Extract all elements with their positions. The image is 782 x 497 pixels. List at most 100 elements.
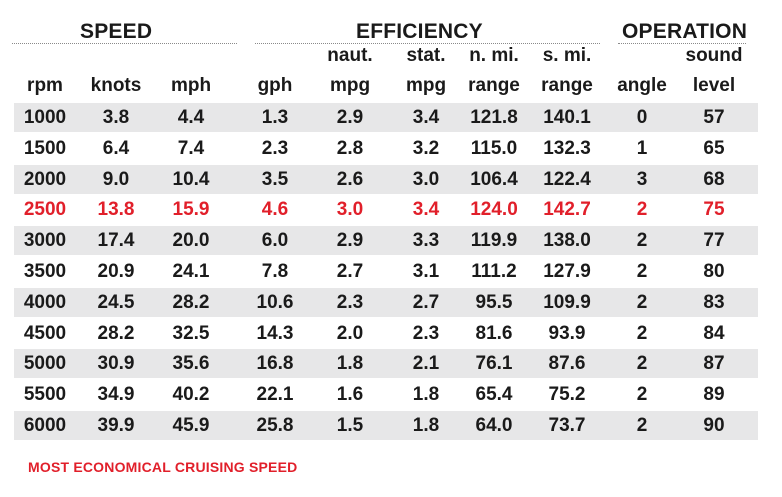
cell-naut-mpg: 1.6: [336, 384, 364, 405]
cell-stat-mpg: 3.0: [412, 169, 440, 190]
cell-rpm: 4000: [23, 292, 67, 313]
col-header-s-mi-range-top: s. mi.: [542, 45, 592, 66]
cell-knots: 9.0: [102, 169, 130, 190]
table-row: 2500 13.8 15.9 4.6 3.0 3.4 124.0 142.7 2 75: [14, 195, 758, 224]
cell-mph: 24.1: [172, 261, 210, 282]
col-header-sound-level: level: [692, 75, 736, 96]
col-header-n-mi-range: range: [468, 75, 520, 96]
cell-knots: 39.9: [97, 415, 135, 436]
cell-stat-mpg: 3.3: [412, 230, 440, 251]
cell-mph: 45.9: [172, 415, 210, 436]
cell-angle: 3: [636, 169, 648, 190]
cell-s-mi-range: 132.3: [543, 138, 591, 159]
cell-sound-level: 89: [703, 384, 725, 405]
cell-s-mi-range: 75.2: [548, 384, 586, 405]
cell-n-mi-range: 64.0: [475, 415, 513, 436]
group-title-efficiency: EFFICIENCY: [356, 20, 483, 43]
cell-gph: 16.8: [256, 353, 294, 374]
cell-knots: 28.2: [97, 323, 135, 344]
cell-n-mi-range: 95.5: [475, 292, 513, 313]
group-rule-operation: [618, 43, 746, 44]
cell-stat-mpg: 1.8: [412, 384, 440, 405]
cell-naut-mpg: 1.5: [336, 415, 364, 436]
cell-rpm: 4500: [23, 323, 67, 344]
table-row: 3500 20.9 24.1 7.8 2.7 3.1 111.2 127.9 2 80: [14, 257, 758, 286]
cell-angle: 2: [636, 199, 648, 220]
cell-naut-mpg: 2.8: [336, 138, 364, 159]
cell-sound-level: 77: [703, 230, 725, 251]
cell-knots: 13.8: [97, 199, 135, 220]
cell-sound-level: 90: [703, 415, 725, 436]
cell-n-mi-range: 121.8: [470, 107, 518, 128]
col-header-knots: knots: [90, 75, 142, 96]
cell-mph: 10.4: [172, 169, 210, 190]
cell-naut-mpg: 1.8: [336, 353, 364, 374]
group-title-operation: OPERATION: [622, 20, 748, 43]
col-header-mph: mph: [170, 75, 212, 96]
cell-mph: 32.5: [172, 323, 210, 344]
cell-knots: 17.4: [97, 230, 135, 251]
cell-angle: 2: [636, 323, 648, 344]
cell-sound-level: 65: [703, 138, 725, 159]
cell-stat-mpg: 2.3: [412, 323, 440, 344]
cell-sound-level: 84: [703, 323, 725, 344]
cell-gph: 25.8: [256, 415, 294, 436]
cell-n-mi-range: 106.4: [470, 169, 518, 190]
cell-naut-mpg: 2.7: [336, 261, 364, 282]
cell-gph: 14.3: [256, 323, 294, 344]
cell-mph: 28.2: [172, 292, 210, 313]
cell-mph: 15.9: [172, 199, 210, 220]
cell-sound-level: 68: [703, 169, 725, 190]
cell-s-mi-range: 93.9: [548, 323, 586, 344]
cell-gph: 1.3: [261, 107, 289, 128]
cell-rpm: 2500: [23, 199, 67, 220]
cell-n-mi-range: 81.6: [475, 323, 513, 344]
cell-naut-mpg: 3.0: [336, 199, 364, 220]
cell-n-mi-range: 111.2: [471, 261, 517, 282]
cell-stat-mpg: 2.1: [412, 353, 440, 374]
cell-knots: 6.4: [102, 138, 130, 159]
table-row: 1500 6.4 7.4 2.3 2.8 3.2 115.0 132.3 1 65: [14, 134, 758, 163]
cell-knots: 3.8: [102, 107, 130, 128]
col-header-naut-mpg-top: naut.: [327, 45, 373, 66]
cell-naut-mpg: 2.6: [336, 169, 364, 190]
cell-s-mi-range: 73.7: [548, 415, 586, 436]
cell-gph: 10.6: [256, 292, 294, 313]
col-header-stat-mpg: mpg: [405, 75, 447, 96]
cell-angle: 1: [636, 138, 648, 159]
cell-sound-level: 75: [703, 199, 725, 220]
cell-s-mi-range: 138.0: [543, 230, 591, 251]
cell-stat-mpg: 1.8: [412, 415, 440, 436]
cell-knots: 34.9: [97, 384, 135, 405]
cell-angle: 2: [636, 415, 648, 436]
cell-knots: 30.9: [97, 353, 135, 374]
cell-s-mi-range: 127.9: [543, 261, 591, 282]
cell-s-mi-range: 109.9: [543, 292, 591, 313]
cell-n-mi-range: 76.1: [475, 353, 513, 374]
cell-rpm: 3500: [23, 261, 67, 282]
table-row: 4000 24.5 28.2 10.6 2.3 2.7 95.5 109.9 2 83: [14, 288, 758, 317]
table-row: 1000 3.8 4.4 1.3 2.9 3.4 121.8 140.1 0 57: [14, 103, 758, 132]
col-header-gph: gph: [257, 75, 293, 96]
footnote-most-economical: MOST ECONOMICAL CRUISING SPEED: [28, 459, 298, 475]
cell-stat-mpg: 3.4: [412, 199, 440, 220]
cell-naut-mpg: 2.9: [336, 107, 364, 128]
col-header-naut-mpg: mpg: [329, 75, 371, 96]
cell-angle: 2: [636, 261, 648, 282]
cell-angle: 0: [636, 107, 648, 128]
cell-sound-level: 80: [703, 261, 725, 282]
table-row: 3000 17.4 20.0 6.0 2.9 3.3 119.9 138.0 2 77: [14, 226, 758, 255]
cell-stat-mpg: 3.4: [412, 107, 440, 128]
table-row: 5500 34.9 40.2 22.1 1.6 1.8 65.4 75.2 2 89: [14, 380, 758, 409]
cell-mph: 7.4: [177, 138, 205, 159]
group-title-speed: SPEED: [80, 20, 153, 43]
cell-rpm: 5000: [23, 353, 67, 374]
table-row: 2000 9.0 10.4 3.5 2.6 3.0 106.4 122.4 3 68: [14, 165, 758, 194]
cell-gph: 6.0: [261, 230, 289, 251]
cell-angle: 2: [636, 384, 648, 405]
cell-sound-level: 83: [703, 292, 725, 313]
cell-sound-level: 87: [703, 353, 725, 374]
col-header-angle: angle: [617, 75, 667, 96]
cell-stat-mpg: 3.2: [412, 138, 440, 159]
cell-stat-mpg: 2.7: [412, 292, 440, 313]
